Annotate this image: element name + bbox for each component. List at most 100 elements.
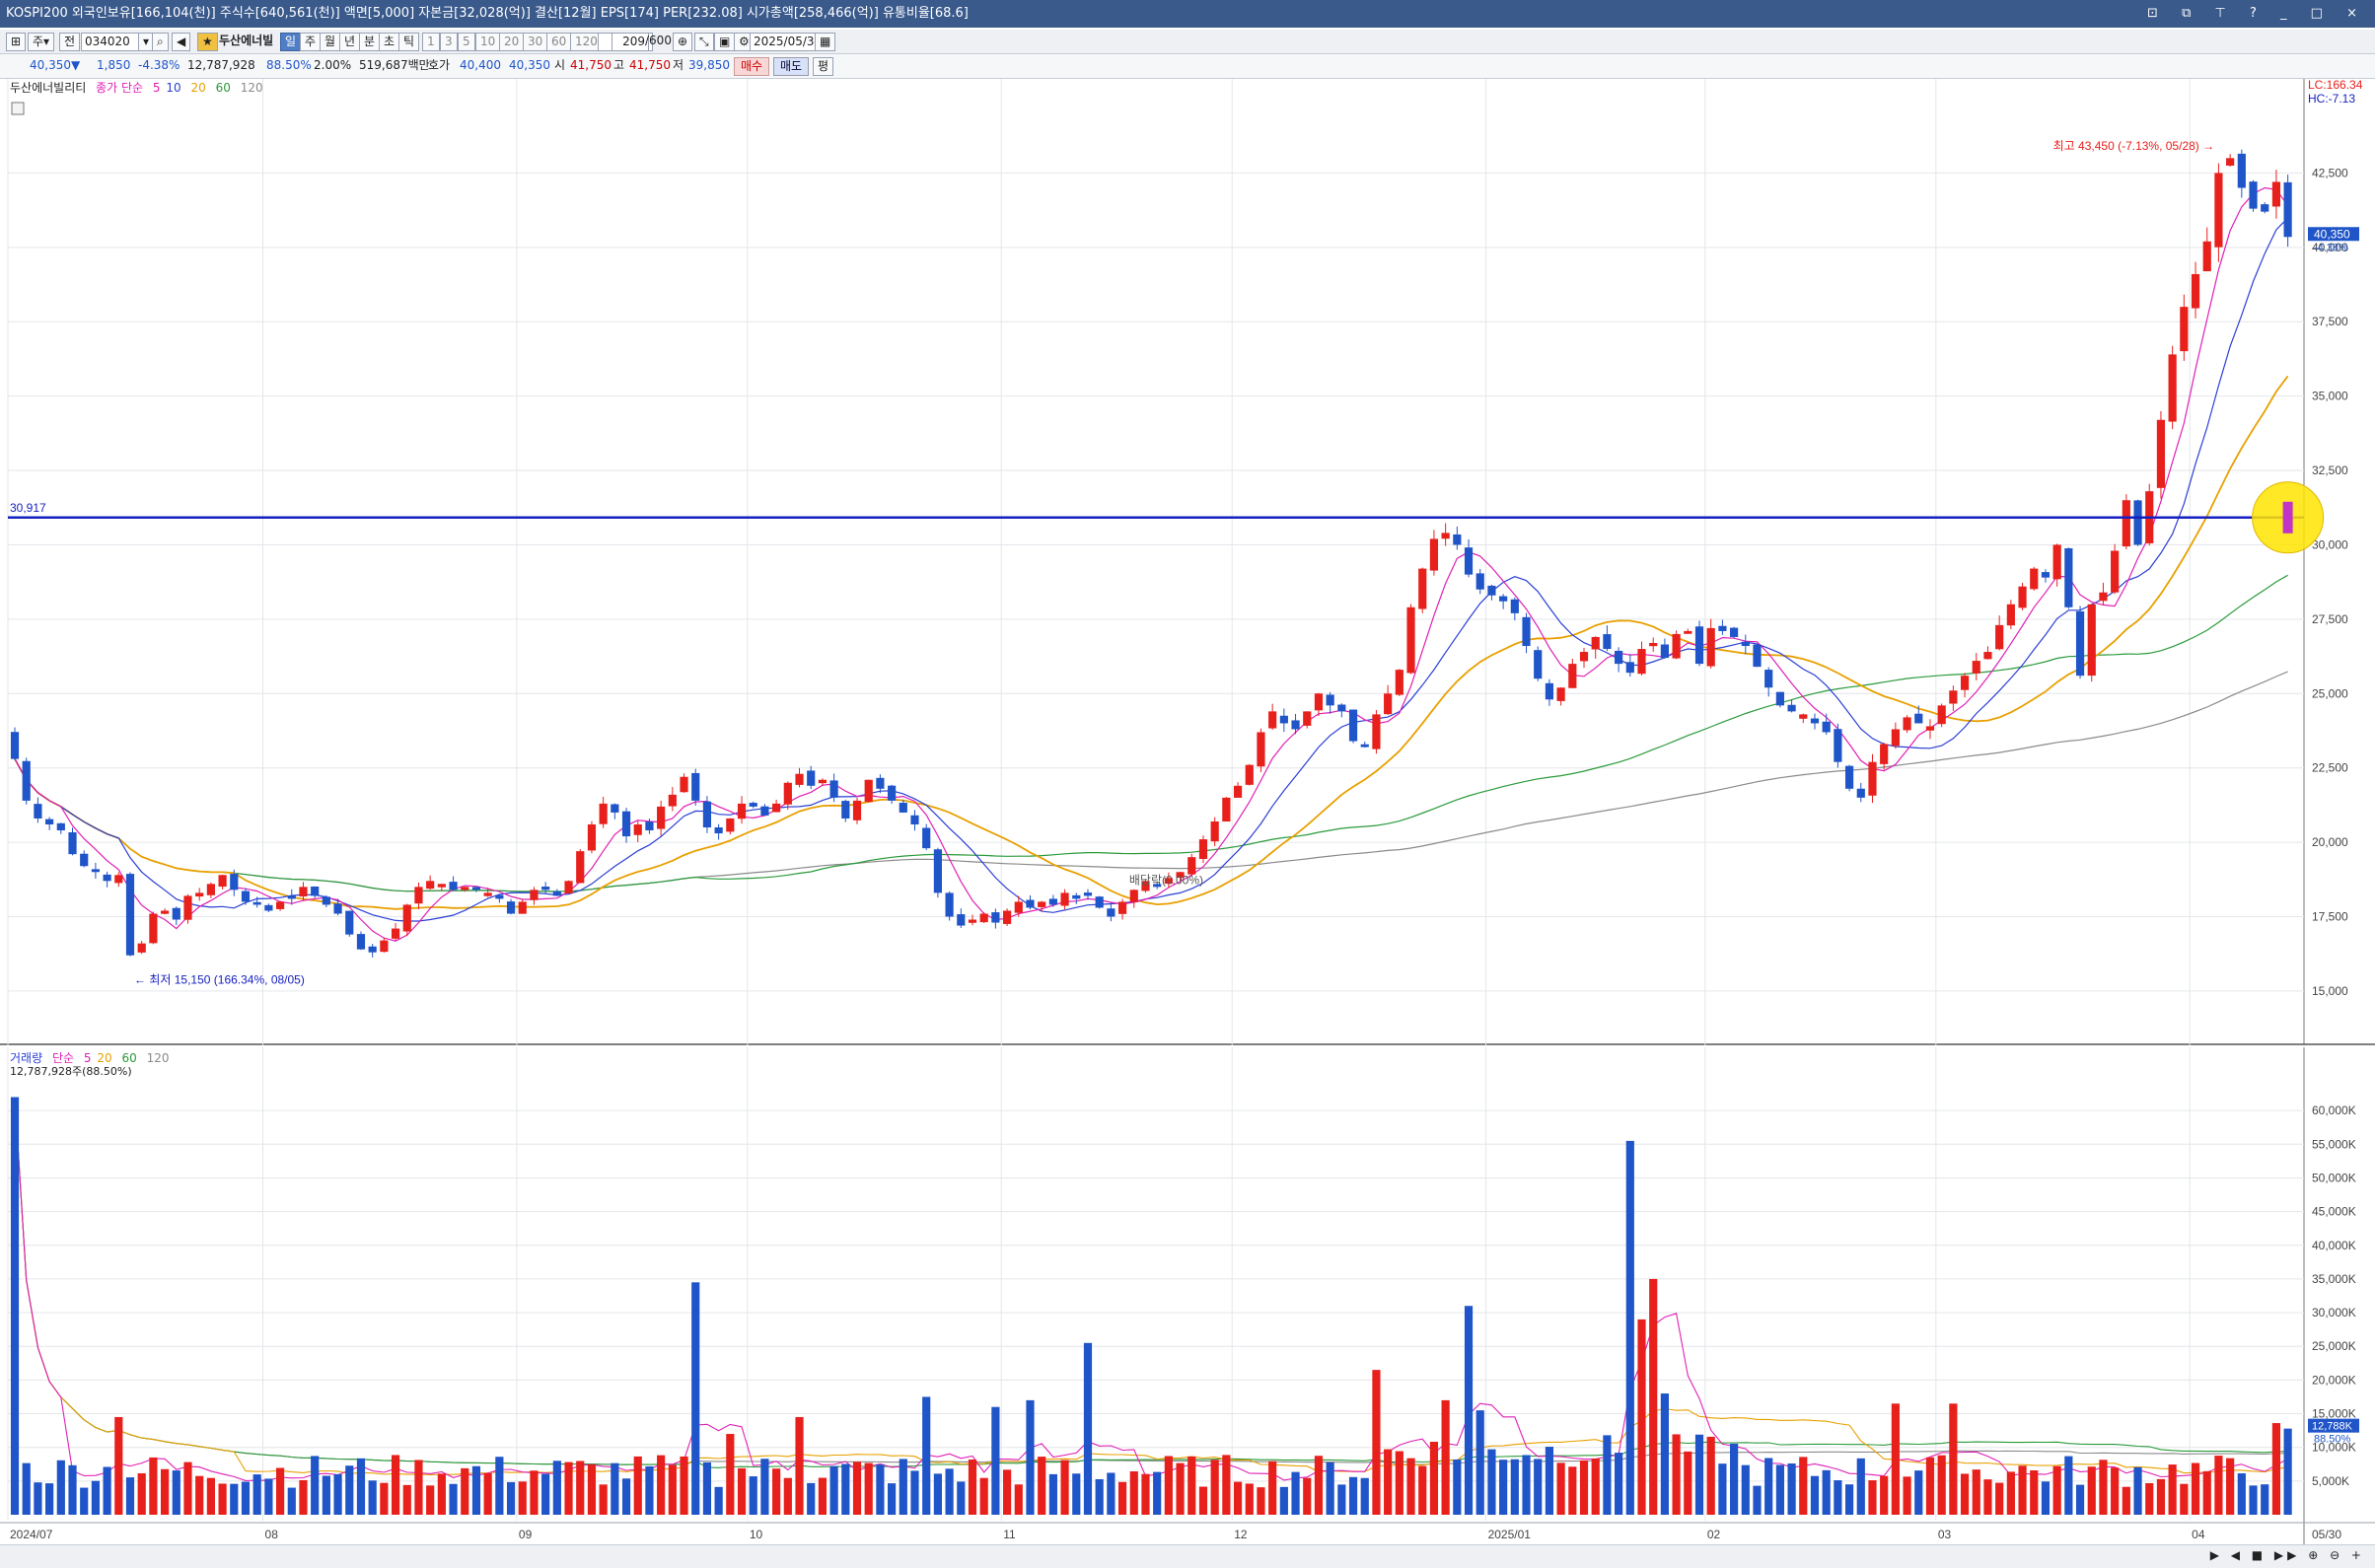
tab-period-minute[interactable]: 분 [359,33,381,51]
count-input[interactable]: 209 [612,33,649,51]
volume-bar [1637,1319,1646,1515]
volume-bar [1198,1486,1208,1515]
maximize-icon[interactable]: □ [2310,6,2333,21]
save-icon[interactable]: ▣ [714,33,736,51]
candle-body [611,804,619,813]
volume-bar [1822,1469,1831,1515]
candle-body [1372,714,1381,749]
average-button[interactable]: 평 [813,57,834,76]
volume-bar [22,1462,31,1515]
legend-vol-ma20: 20 [97,1051,112,1065]
settings-icon[interactable]: ⚙ [734,33,755,51]
tab-period-week[interactable]: 주 [300,33,322,51]
volume-bar [1880,1475,1889,1515]
volume-bar [714,1486,723,1515]
candle-body [772,803,781,813]
measure-icon[interactable]: ⤡ [694,33,714,51]
candle-body [1095,896,1104,908]
volume-bar [1844,1484,1854,1515]
volume-bar [587,1464,597,1515]
volume-bar [1429,1441,1439,1515]
period-dropdown[interactable]: 전 [59,33,81,51]
tab-minute-1[interactable]: 1 [422,33,440,51]
candle-body [1972,661,1980,674]
zoom-icon[interactable]: ⊕ [673,33,693,51]
legend-vol-ma5: 5 [83,1051,92,1065]
candle-body [1072,894,1081,899]
tab-period-day[interactable]: 일 [280,33,302,51]
price-change: 1,850 [97,58,131,72]
candle-body [1684,630,1692,634]
chart-area[interactable]: 15,000 17,500 20,000 22,500 25,000 27,500 30,0… [0,79,2375,1544]
high-label: 고 [613,58,625,72]
candle-body [599,803,608,824]
tab-period-month[interactable]: 월 [320,33,341,51]
candle-body [1348,709,1358,742]
tab-minute-10[interactable]: 10 [475,33,501,51]
candle-body [1257,732,1265,767]
stock-code-input[interactable]: 034020 [81,33,144,51]
scroll-controls[interactable]: ▶ ◀ ■ ▶▶ ⊕ ⊖ + [2209,1548,2365,1562]
volume-bar [2202,1470,2211,1515]
help-icon[interactable]: ? [2249,6,2267,21]
window-title: KOSPI200 외국인보유[166,104(천)] 주식수[640,561(천… [6,6,969,21]
layout-icon[interactable]: ⊞ [6,33,27,51]
volume-bar [749,1476,757,1515]
volume-bar [1245,1483,1254,1515]
pin-icon[interactable]: ⊤ [2214,6,2236,21]
sell-button[interactable]: 매도 [773,57,810,76]
favorite-icon[interactable]: ★ [197,33,218,51]
buy-button[interactable]: 매수 [734,57,770,76]
candle-body [1141,881,1150,891]
tab-minute-3[interactable]: 3 [440,33,458,51]
speaker-icon[interactable]: ◀ [172,33,191,51]
current-price: 40,350 [30,58,71,72]
price-chart[interactable]: 15,000 17,500 20,000 22,500 25,000 27,500 30,0… [0,79,2375,1045]
mode-dropdown[interactable]: 주▾ [28,33,55,51]
tab-minute-60[interactable]: 60 [546,33,572,51]
tab-period-year[interactable]: 년 [339,33,361,51]
candle-body [633,824,642,835]
window-controls[interactable]: ⊡ ⧉ ⊤ ? _ □ × [2147,0,2367,28]
price-tick-label: 25,000 [2312,686,2348,700]
close-icon[interactable]: × [2346,6,2367,21]
volume-bar [1579,1460,1589,1515]
volume-bar [80,1487,89,1515]
x-tick-label: 02 [1707,1528,1721,1541]
volume-bar [1026,1399,1035,1515]
dock-icon[interactable]: ⊡ [2147,6,2168,21]
candle-body [829,780,838,798]
tab-minute-30[interactable]: 30 [523,33,548,51]
volume-bar [2064,1456,2073,1515]
tab-minute-5[interactable]: 5 [458,33,475,51]
search-icon[interactable]: ⌕ [152,33,169,51]
tab-minute-20[interactable]: 20 [499,33,525,51]
candle-body [356,934,366,950]
tab-period-tick[interactable]: 틱 [398,33,420,51]
volume-bar [461,1467,469,1515]
minimize-icon[interactable]: _ [2280,6,2297,21]
volume-tick-label: 40,000K [2312,1239,2356,1252]
candle-body [2064,547,2073,607]
volume-bar [576,1461,585,1515]
candle-body [2111,550,2120,593]
last-volume-pct: 88.50% [2314,1434,2351,1446]
calendar-icon[interactable]: ▦ [815,33,836,51]
volume-bar [241,1481,251,1515]
tab-period-second[interactable]: 초 [379,33,400,51]
candle-body [1649,643,1658,647]
candle-body [1188,857,1196,875]
volume-chart[interactable]: 5,000K 10,000K 15,000K 20,000K 25,000K 30,000… [0,1047,2375,1544]
volume-bar [1107,1472,1116,1515]
volume-bar [1522,1455,1531,1515]
candle-body [587,824,597,851]
bid-price: 40,400 [460,58,501,72]
x-tick-label: 09 [519,1528,533,1541]
volume-bar [91,1480,101,1515]
candle-body [1880,744,1889,764]
legend-ma60: 60 [215,81,231,95]
tile-icon[interactable]: ⧉ [2182,6,2201,21]
bottom-scroll-bar[interactable]: ▶ ◀ ■ ▶▶ ⊕ ⊖ + [0,1544,2375,1568]
date-input[interactable]: 2025/05/30 [750,33,822,51]
candle-body [437,884,446,888]
